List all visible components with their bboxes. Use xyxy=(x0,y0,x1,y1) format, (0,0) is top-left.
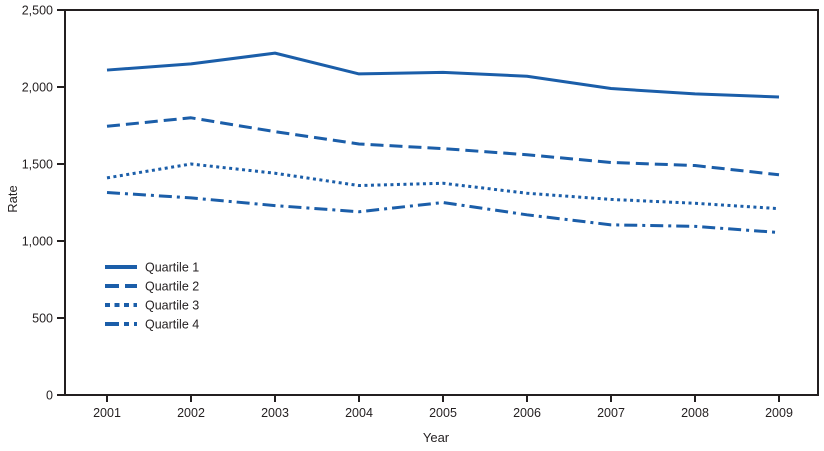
legend-label: Quartile 1 xyxy=(145,261,199,275)
y-tick-label: 2,500 xyxy=(22,4,53,18)
x-tick-label: 2004 xyxy=(345,406,373,420)
y-tick-label: 500 xyxy=(32,312,53,326)
x-tick-label: 2009 xyxy=(765,406,793,420)
series-line-quartile-2 xyxy=(106,116,780,177)
plot-border xyxy=(64,9,819,396)
x-tick-label: 2008 xyxy=(681,406,709,420)
x-tick-label: 2005 xyxy=(429,406,457,420)
legend-label: Quartile 3 xyxy=(145,299,199,313)
legend-label: Quartile 4 xyxy=(145,318,199,332)
x-tick-label: 2007 xyxy=(597,406,625,420)
legend-label: Quartile 2 xyxy=(145,280,199,294)
y-axis-title: Rate xyxy=(5,185,20,213)
y-tick-label: 0 xyxy=(46,389,53,403)
series-line-quartile-4 xyxy=(106,190,780,235)
x-tick-label: 2003 xyxy=(261,406,289,420)
y-tick-label: 1,000 xyxy=(22,235,53,249)
x-tick-label: 2002 xyxy=(177,406,205,420)
x-tick-label: 2001 xyxy=(93,406,121,420)
y-tick-label: 2,000 xyxy=(22,81,53,95)
x-tick-label: 2006 xyxy=(513,406,541,420)
series-line-quartile-3 xyxy=(106,162,780,211)
y-tick-label: 1,500 xyxy=(22,158,53,172)
series-line-quartile-1 xyxy=(106,51,780,99)
x-axis-title: Year xyxy=(422,430,450,445)
